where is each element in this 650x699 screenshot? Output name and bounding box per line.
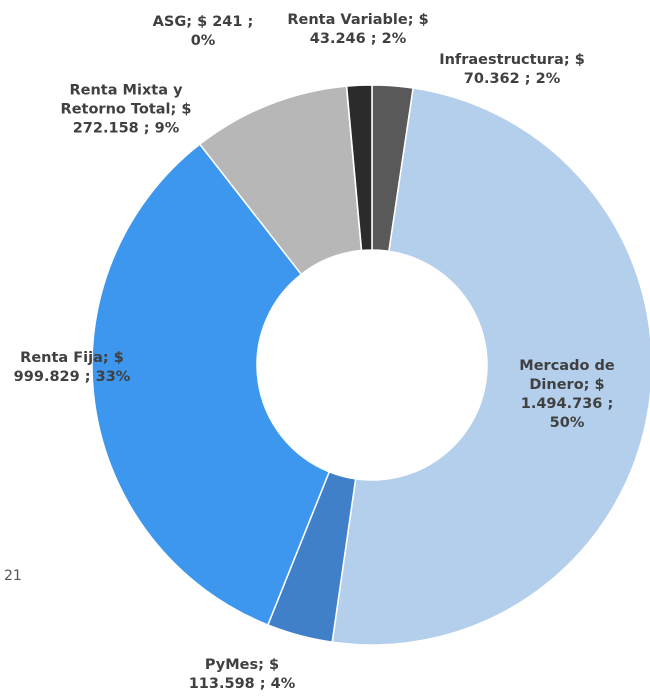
value-label: ; $ 272.158 ; 9% [72,101,192,137]
donut-slice [345,84,373,252]
slice-label: Infraestructura; $ 70.362 ; 2% [437,51,587,89]
category-label: Mercado de Dinero [519,358,615,393]
donut-slice [331,87,650,646]
slice-label: PyMes; $ 113.598 ; 4% [177,656,307,694]
value-label: ; $ 1.494.736 ; 50% [520,377,614,431]
slice-label: Renta Fija; $ 999.829 ; 33% [0,349,147,387]
value-label: ; $ 113.598 ; 4% [188,657,296,692]
value-label: ; $ 43.246 ; 2% [309,12,429,47]
category-label: PyMes [204,657,259,673]
value-label: ; $ 70.362 ; 2% [463,52,585,87]
category-label: Infraestructura [439,52,564,68]
category-label: Renta Mixta y Retorno Total [60,82,183,118]
slice-label: Renta Variable; $ 43.246 ; 2% [278,11,438,49]
slice-label: Mercado de Dinero; $ 1.494.736 ; 50% [512,357,622,433]
donut-slice [91,143,331,626]
value-label: ; $ 999.829 ; 33% [13,350,131,385]
category-label: Renta Variable [287,12,408,28]
slice-label: Renta Mixta y Retorno Total; $ 272.158 ;… [51,82,201,139]
category-label: Renta Fija [20,350,103,366]
side-text: 21 [4,568,22,584]
value-label: ; $ 241 ; 0% [186,14,254,49]
category-label: ASG [152,14,187,30]
slice-label: ASG; $ 241 ; 0% [138,13,268,51]
